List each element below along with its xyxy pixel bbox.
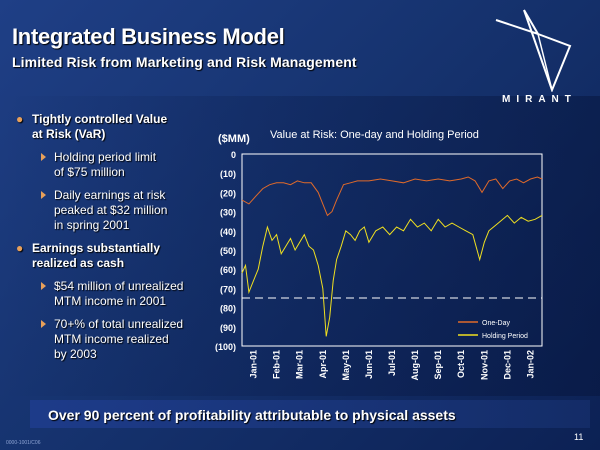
- y-tick-label: (40): [220, 227, 236, 237]
- sub-bullet-line: peaked at $32 million: [54, 203, 168, 217]
- triangle-bullet-icon: [41, 153, 46, 161]
- x-tick-label: Dec-01: [502, 350, 512, 380]
- triangle-bullet-icon: [41, 282, 46, 290]
- footer-statement: Over 90 percent of profitability attribu…: [48, 407, 456, 423]
- document-code: 0000-1001/C06: [6, 440, 41, 446]
- y-tick-label: (20): [220, 188, 236, 198]
- bullet-list: ● Tightly controlled Value at Risk (VaR)…: [14, 112, 214, 370]
- y-tick-label: (100): [215, 342, 236, 352]
- chart-legend: One-Day Holding Period: [458, 320, 528, 340]
- x-tick-label: Jan-01: [249, 350, 259, 379]
- y-tick-label: 0: [231, 150, 236, 160]
- bullet-var: ● Tightly controlled Value at Risk (VaR): [14, 112, 214, 142]
- legend-label-holding-period: Holding Period: [482, 333, 528, 340]
- plot-area: [241, 153, 543, 347]
- bullet-line: realized as cash: [32, 256, 125, 270]
- y-axis-label: ($MM): [218, 133, 250, 145]
- y-tick-label: (60): [220, 265, 236, 275]
- y-tick-label: (70): [220, 284, 236, 294]
- y-tick-label: (30): [220, 208, 236, 218]
- triangle-bullet-icon: [41, 191, 46, 199]
- sub-bullet-line: MTM income in 2001: [54, 294, 167, 308]
- x-tick-label: Sep-01: [433, 350, 443, 380]
- footer-bar: [30, 400, 590, 428]
- x-tick-label: Nov-01: [479, 350, 489, 380]
- y-tick-label: (50): [220, 246, 236, 256]
- x-tick-label: Aug-01: [410, 350, 420, 381]
- x-tick-label: Feb-01: [272, 350, 282, 379]
- sub-bullet-line: of $75 million: [54, 165, 125, 179]
- sub-bullet-line: by 2003: [54, 347, 97, 361]
- x-tick-label: Jan-02: [525, 350, 535, 379]
- y-tick-label: (80): [220, 304, 236, 314]
- y-tick-label: (10): [220, 169, 236, 179]
- sub-bullet-daily-earnings: Daily earnings at risk peaked at $32 mil…: [14, 188, 214, 233]
- slide-subtitle: Limited Risk from Marketing and Risk Man…: [12, 54, 357, 70]
- x-tick-label: Mar-01: [295, 350, 305, 379]
- sub-bullet-line: MTM income realized: [54, 332, 169, 346]
- triangle-bullet-icon: [41, 320, 46, 328]
- page-number: 11: [574, 432, 584, 442]
- x-tick-label: Oct-01: [456, 350, 466, 378]
- bullet-dot-icon: ●: [16, 112, 24, 126]
- x-tick-label: Jul-01: [387, 350, 397, 376]
- sub-bullet-line: 70+% of total unrealized: [54, 317, 184, 331]
- sub-bullet-line: $54 million of unrealized: [54, 279, 184, 293]
- x-tick-label: May-01: [341, 350, 351, 381]
- logo-wordmark: MIRANT: [502, 94, 577, 105]
- sub-bullet-holding-limit: Holding period limit of $75 million: [14, 150, 214, 180]
- series-line-holding-period: [241, 214, 543, 337]
- sub-bullet-realized: 70+% of total unrealized MTM income real…: [14, 317, 214, 362]
- bullet-line: Earnings substantially: [32, 241, 161, 255]
- sub-bullet-line: Holding period limit: [54, 150, 157, 164]
- bullet-line: Tightly controlled Value: [32, 112, 168, 126]
- legend-label-one-day: One-Day: [482, 320, 511, 327]
- sub-bullet-line: Daily earnings at risk: [54, 188, 166, 202]
- bullet-earnings: ● Earnings substantially realized as cas…: [14, 241, 214, 271]
- x-tick-label: Jun-01: [364, 350, 374, 379]
- slide-title: Integrated Business Model: [12, 24, 285, 49]
- sub-bullet-unrealized: $54 million of unrealized MTM income in …: [14, 279, 214, 309]
- chart-title: Value at Risk: One-day and Holding Perio…: [270, 129, 479, 141]
- x-tick-label: Apr-01: [318, 350, 328, 379]
- series-line-one-day: [241, 176, 543, 217]
- bullet-line: at Risk (VaR): [32, 127, 106, 141]
- y-tick-label: (90): [220, 323, 236, 333]
- bullet-dot-icon: ●: [16, 241, 24, 255]
- mirant-logo-icon: [495, 9, 572, 92]
- sub-bullet-line: in spring 2001: [54, 218, 130, 232]
